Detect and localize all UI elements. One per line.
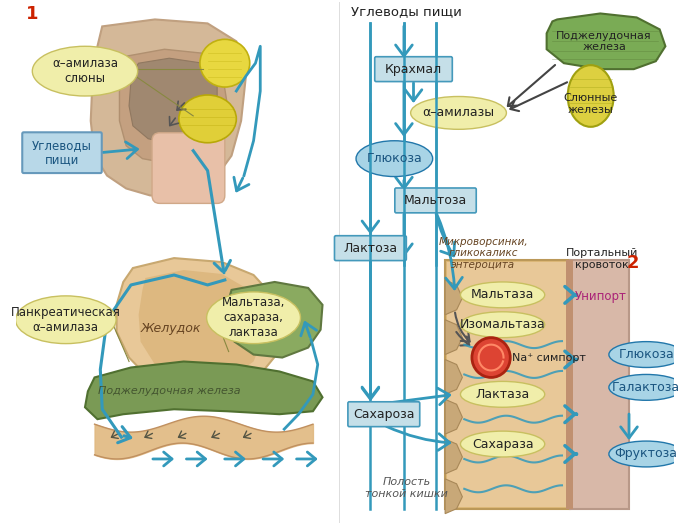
Text: Мальтаза: Мальтаза [471, 288, 534, 301]
Polygon shape [547, 14, 666, 69]
Ellipse shape [200, 39, 250, 87]
Polygon shape [91, 19, 246, 195]
Text: 2: 2 [627, 254, 640, 272]
Text: Углеводы
пищи: Углеводы пищи [32, 139, 92, 167]
Polygon shape [139, 270, 263, 381]
Text: Изомальтаза: Изомальтаза [460, 318, 545, 331]
Text: Крахмал: Крахмал [385, 63, 442, 75]
FancyBboxPatch shape [335, 236, 406, 260]
Ellipse shape [460, 431, 545, 457]
Ellipse shape [567, 65, 613, 127]
Text: Фруктоза: Фруктоза [615, 447, 678, 461]
Ellipse shape [609, 375, 684, 400]
Polygon shape [445, 280, 462, 315]
FancyBboxPatch shape [445, 260, 570, 509]
Text: Глюкоза: Глюкоза [366, 152, 423, 165]
Circle shape [472, 337, 510, 377]
Text: Лактаза: Лактаза [475, 388, 530, 401]
Polygon shape [129, 58, 217, 143]
Text: Сахараза: Сахараза [472, 438, 533, 451]
Text: Унипорт: Унипорт [574, 290, 627, 303]
Text: Портальный
кровоток: Портальный кровоток [566, 248, 638, 270]
FancyBboxPatch shape [374, 57, 452, 82]
Ellipse shape [179, 95, 236, 143]
FancyBboxPatch shape [152, 133, 225, 203]
Polygon shape [85, 362, 322, 419]
Polygon shape [445, 479, 462, 514]
Text: Сахароза: Сахароза [353, 408, 414, 421]
Text: Микроворсинки,
гликокаликс
энтероцита: Микроворсинки, гликокаликс энтероцита [438, 237, 528, 270]
Ellipse shape [609, 441, 684, 467]
Ellipse shape [356, 141, 433, 177]
Text: Панкреатическая
α–амилаза: Панкреатическая α–амилаза [11, 305, 121, 334]
Text: Мальтоза: Мальтоза [404, 194, 467, 207]
FancyBboxPatch shape [570, 260, 629, 509]
Ellipse shape [460, 381, 545, 407]
Text: 1: 1 [25, 5, 38, 24]
Text: Na⁺ симпорт: Na⁺ симпорт [512, 353, 586, 363]
Ellipse shape [32, 46, 137, 96]
Polygon shape [445, 320, 462, 355]
Text: Галактоза: Галактоза [612, 381, 680, 394]
Ellipse shape [460, 282, 545, 308]
Polygon shape [445, 439, 462, 474]
Ellipse shape [609, 342, 684, 367]
Ellipse shape [460, 312, 545, 337]
Ellipse shape [207, 292, 300, 344]
Ellipse shape [16, 296, 116, 344]
Text: Глюкоза: Глюкоза [618, 348, 674, 361]
Text: α–амилаза
слюны: α–амилаза слюны [52, 57, 118, 85]
Polygon shape [227, 282, 322, 357]
Text: Поджелудочная железа: Поджелудочная железа [98, 386, 240, 396]
Text: Лактоза: Лактоза [344, 242, 398, 255]
Ellipse shape [411, 96, 506, 129]
Text: Поджелудочная
железа: Поджелудочная железа [556, 30, 652, 52]
FancyBboxPatch shape [348, 402, 420, 427]
FancyBboxPatch shape [566, 260, 574, 509]
Polygon shape [120, 49, 227, 162]
Text: Мальтаза,
сахараза,
лактаза: Мальтаза, сахараза, лактаза [222, 296, 285, 339]
FancyBboxPatch shape [22, 132, 102, 173]
Text: Слюнные
железы: Слюнные железы [563, 93, 618, 115]
Text: Желудок: Желудок [141, 322, 201, 335]
FancyBboxPatch shape [447, 262, 567, 507]
Text: Полость
тонкой кишки: Полость тонкой кишки [365, 477, 448, 499]
Text: α–амилазы: α–амилазы [423, 106, 495, 119]
Polygon shape [445, 399, 462, 434]
Text: Углеводы пищи: Углеводы пищи [351, 5, 462, 18]
FancyBboxPatch shape [395, 188, 476, 213]
Polygon shape [117, 258, 282, 392]
Polygon shape [445, 359, 462, 395]
